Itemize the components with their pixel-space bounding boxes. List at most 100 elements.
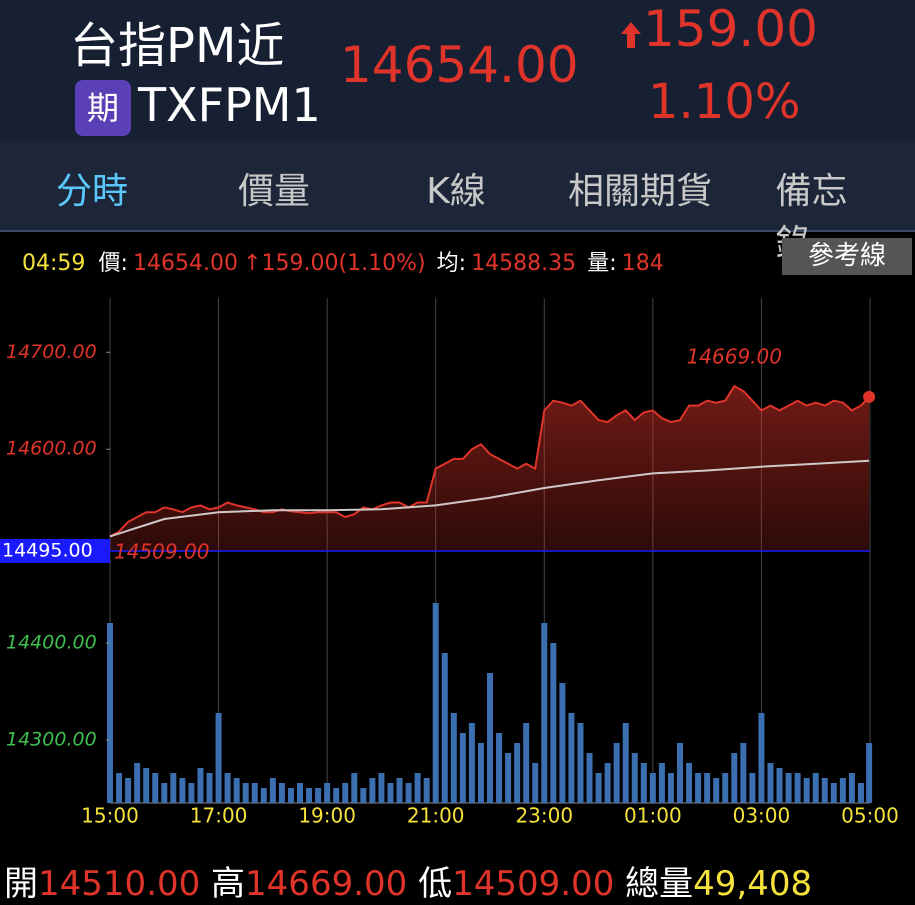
volume-bar bbox=[821, 778, 828, 803]
volume-bar bbox=[758, 713, 765, 803]
volume-bar bbox=[369, 778, 376, 803]
volume: 184 bbox=[621, 251, 664, 276]
volume-bar bbox=[704, 773, 711, 803]
last-point bbox=[863, 390, 876, 403]
volume-bar bbox=[803, 778, 810, 803]
header: 台指PM近 期 TXFPM1 14654.00 159.00 1.10% bbox=[0, 0, 915, 140]
avg: 14588.35 bbox=[471, 251, 577, 276]
tab[interactable]: 價量 bbox=[237, 171, 311, 212]
volume-bar bbox=[568, 713, 575, 803]
volume-bar bbox=[351, 773, 358, 803]
label: 總量 bbox=[625, 864, 694, 904]
x-tick-label: 03:00 bbox=[733, 804, 791, 828]
volume-bar bbox=[206, 773, 213, 803]
volume-bar bbox=[414, 773, 421, 803]
tab[interactable]: K線 bbox=[426, 171, 486, 212]
volume-bar bbox=[631, 753, 638, 803]
volume-bar bbox=[423, 778, 430, 803]
price: 14654.00 bbox=[133, 251, 238, 276]
change: 159.00 bbox=[643, 0, 818, 58]
x-tick-label: 01:00 bbox=[624, 804, 682, 828]
badge: 期 bbox=[75, 80, 131, 136]
info-bar: 04:59 價: 14654.00 ↑159.00(1.10%) 均: 1458… bbox=[22, 245, 664, 277]
label: 價: bbox=[98, 251, 128, 276]
volume-bar bbox=[523, 723, 530, 803]
y-tick-label: 14600.00 bbox=[6, 438, 97, 460]
volume-bar bbox=[134, 763, 141, 803]
tab[interactable]: 分時 bbox=[55, 171, 129, 212]
volume-bar bbox=[215, 713, 222, 803]
volume-bar bbox=[251, 783, 258, 803]
volume-bar bbox=[812, 773, 819, 803]
volume-bar bbox=[776, 768, 783, 803]
volume-bar bbox=[686, 763, 693, 803]
volume-bar bbox=[197, 768, 204, 803]
volume-bar bbox=[170, 773, 177, 803]
volume-bar bbox=[260, 788, 267, 803]
price-line bbox=[109, 384, 870, 538]
x-tick-label: 17:00 bbox=[190, 804, 248, 828]
x-tick-label: 23:00 bbox=[515, 804, 573, 828]
volume-bar bbox=[857, 783, 864, 803]
volume-bar bbox=[188, 783, 195, 803]
low: 14509.00 bbox=[452, 864, 615, 904]
high-label: 14669.00 bbox=[687, 345, 782, 369]
volume-bar bbox=[622, 723, 629, 803]
reference-label: 14495.00 bbox=[2, 539, 93, 561]
x-tick-label: 21:00 bbox=[407, 804, 465, 828]
total: 49,408 bbox=[693, 864, 813, 904]
x-tick-label: 15:00 bbox=[81, 804, 139, 828]
volume-bar bbox=[613, 743, 620, 803]
volume-bar bbox=[677, 743, 683, 803]
volume-bar bbox=[342, 783, 349, 803]
volume-bar bbox=[387, 783, 394, 803]
volume-bar bbox=[550, 643, 557, 803]
volume-bar bbox=[541, 623, 548, 803]
volume-bar bbox=[740, 743, 747, 803]
volume-bar bbox=[830, 783, 837, 803]
reference-button[interactable]: 參考線 bbox=[782, 238, 912, 275]
chart: 15:00 17:00 19:00 21:00 23:00 01:00 03:00 05:00… bbox=[0, 298, 899, 828]
change: ↑ bbox=[243, 251, 262, 276]
high: 14669.00 bbox=[245, 864, 408, 904]
low-label: 14509.00 bbox=[114, 539, 209, 563]
volume-bar bbox=[450, 713, 457, 803]
volume-bar bbox=[287, 788, 294, 803]
volume-bar bbox=[143, 768, 150, 803]
volume-bar bbox=[767, 763, 774, 803]
volume-bar bbox=[649, 773, 656, 803]
volume-bar bbox=[125, 778, 132, 803]
code: TXFPM1 bbox=[138, 78, 321, 132]
volume-bar bbox=[107, 623, 113, 803]
volume-bar bbox=[749, 773, 756, 803]
y-tick-label: 14400.00 bbox=[6, 632, 97, 654]
volume-bar bbox=[514, 743, 521, 803]
volume-bar bbox=[586, 753, 593, 803]
volume-bar bbox=[378, 773, 385, 803]
volume-bar bbox=[233, 778, 240, 803]
volume-bar bbox=[468, 723, 475, 803]
volume-bar bbox=[297, 783, 303, 803]
volume-bar bbox=[658, 763, 665, 803]
y-tick-label: 14700.00 bbox=[6, 341, 97, 363]
tab[interactable]: 相關期貨 bbox=[567, 171, 713, 212]
volume-bar bbox=[269, 778, 276, 803]
open: 14510.00 bbox=[38, 864, 201, 904]
volume-bar bbox=[785, 773, 792, 803]
volume-bar bbox=[604, 763, 611, 803]
tab-bar: 分時 價量 K線 相關期貨 備忘錄 bbox=[0, 140, 915, 264]
volume-bar bbox=[116, 773, 123, 803]
volume-bar bbox=[459, 733, 466, 803]
reference-badge bbox=[0, 538, 110, 563]
volume-bar bbox=[405, 783, 412, 803]
volume-bar bbox=[595, 773, 602, 803]
volume-bar bbox=[487, 673, 493, 803]
title: 台指PM近 bbox=[70, 18, 285, 74]
volume-bar bbox=[640, 763, 647, 803]
volume-bar bbox=[315, 788, 322, 803]
time: 04:59 bbox=[22, 251, 86, 276]
label: 高 bbox=[211, 864, 246, 904]
price: 14654.00 bbox=[340, 36, 579, 94]
x-tick-label: 05:00 bbox=[841, 804, 899, 828]
